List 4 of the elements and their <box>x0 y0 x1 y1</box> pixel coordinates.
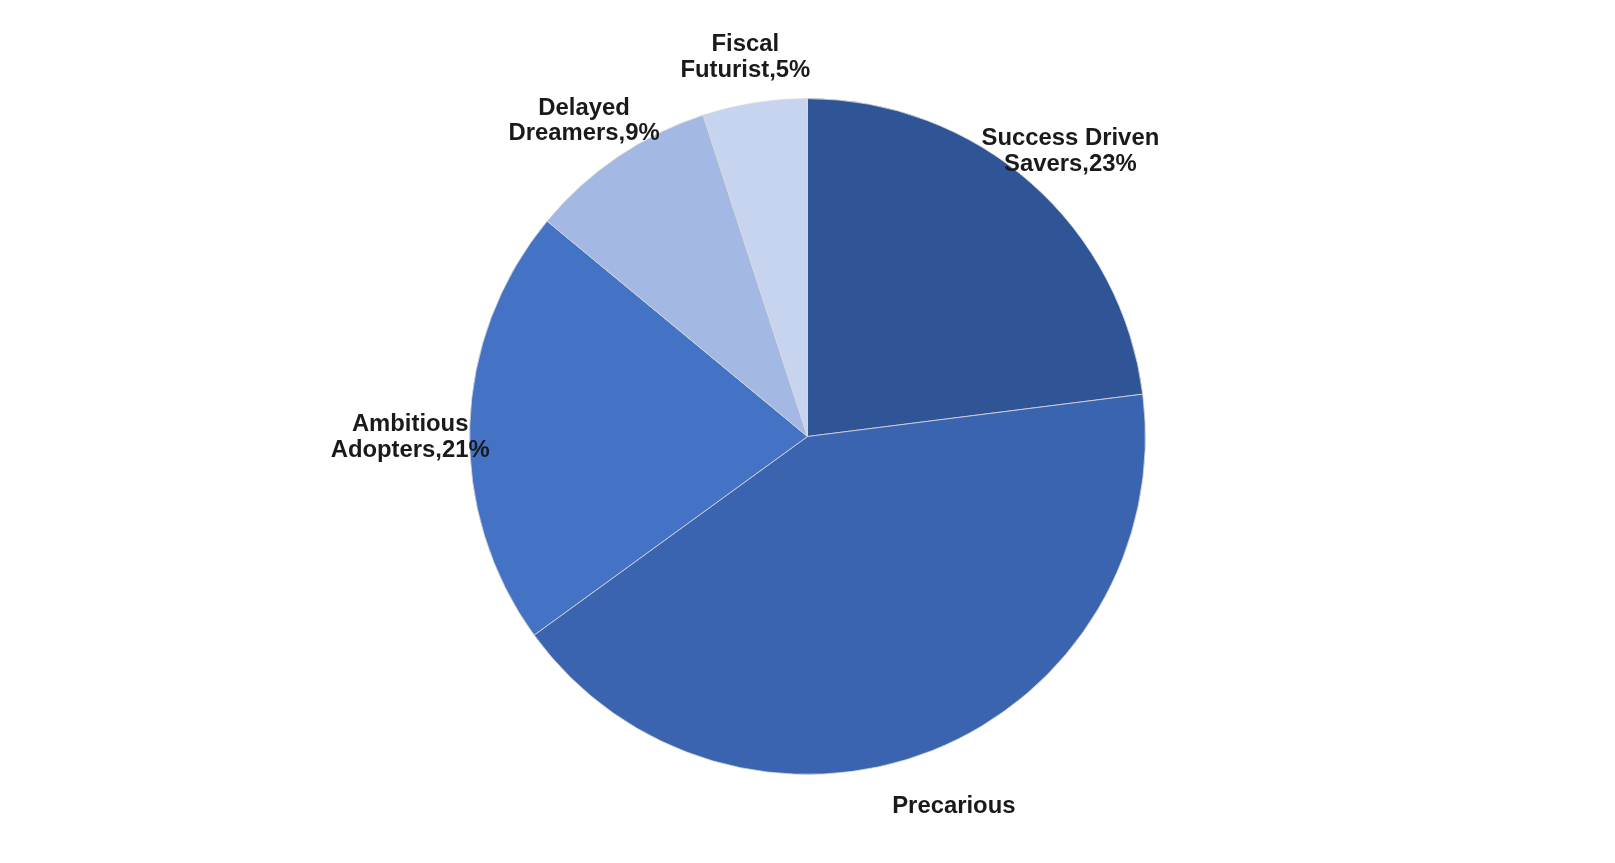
slice-label: Delayed Dreamers,9% <box>508 92 660 146</box>
slice-label: Fiscal Futurist,5% <box>680 28 811 82</box>
slice-label: Precarious <box>892 791 1016 819</box>
slice-label: Success Driven Savers,23% <box>981 123 1160 177</box>
